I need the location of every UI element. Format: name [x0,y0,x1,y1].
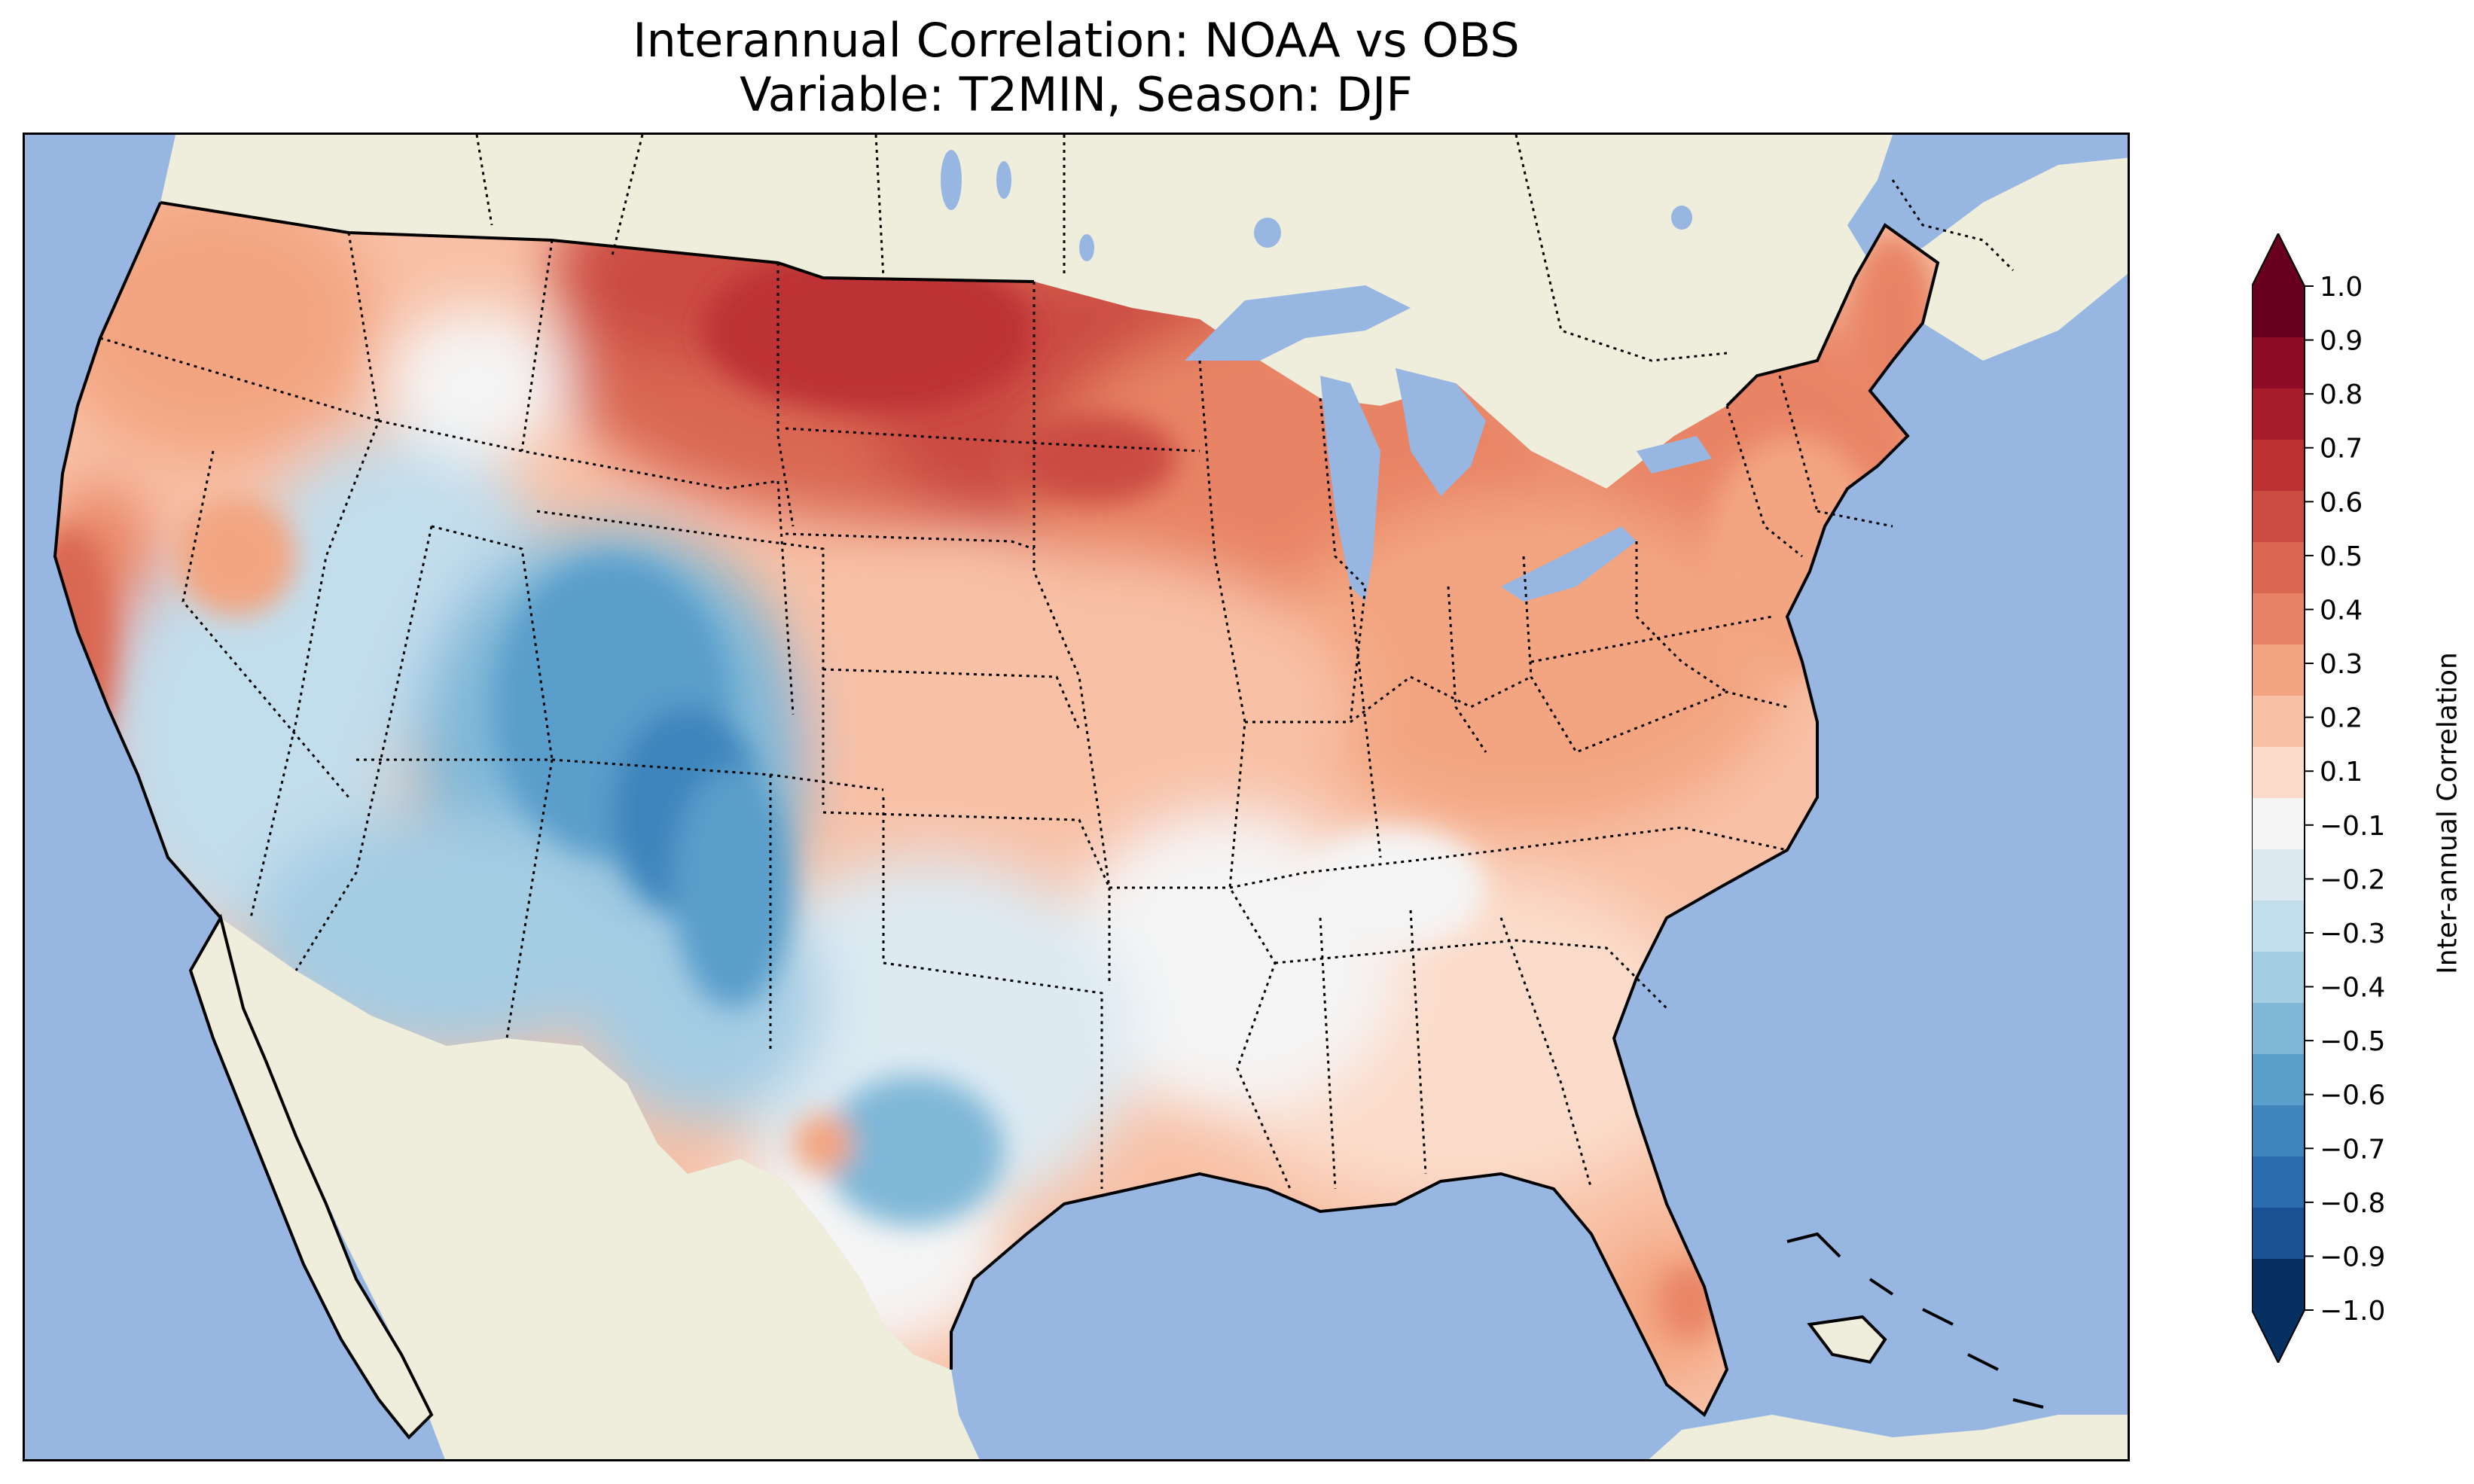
colorbar-tick-label: −0.6 [2320,1080,2385,1111]
conus-map [25,135,2128,1459]
colorbar-bin [2252,1259,2305,1311]
colorbar-bin [2252,542,2305,594]
chart-title: Interannual Correlation: NOAA vs OBS Var… [0,14,2152,122]
colorbar-tick-label: 0.8 [2320,379,2363,410]
colorbar-tick-label: −0.2 [2320,864,2385,895]
lake-erie [1501,526,1637,602]
baja-outline [188,913,434,1440]
colorbar-tick-label: 0.7 [2320,434,2363,465]
caribbean-islands [1786,1232,2044,1409]
canada-land [160,135,2128,489]
map-panel [23,133,2130,1461]
colorbar-bin [2252,1208,2305,1260]
lake-huron [1396,368,1486,496]
state-borders [99,232,1893,1190]
colorbar-bin [2252,1054,2305,1106]
colorbar-bin [2252,337,2305,389]
canada-lakes [941,150,1692,261]
lake-ontario [1637,436,1712,474]
colorbar-extend-bottom [2252,1310,2305,1363]
colorbar-tick-label: 0.1 [2320,757,2363,788]
colorbar-ticks: 1.0 0.9 0.8 0.7 0.6 0.5 0.4 0.3 0.2 0.1 −0.1 −0.2 −0… [2305,272,2385,1327]
great-lakes [1185,285,1712,602]
colorbar-bin [2252,849,2305,901]
colorbar-tick-label: −0.8 [2320,1188,2385,1219]
colorbar-tick-label: 0.6 [2320,487,2363,518]
colorbar-tick-label: 0.3 [2320,649,2363,680]
colorbar-bin [2252,491,2305,543]
colorbar-tick-label: −0.1 [2320,811,2385,842]
mexico-yucatan [1649,1415,2128,1459]
colorbar-tick-label: 0.2 [2320,703,2363,734]
conus-outline [53,201,1940,1418]
colorbar-extend-top [2252,233,2305,286]
colorbar-bin [2252,798,2305,850]
colorbar-label: Inter-annual Correlation [2432,652,2463,974]
lake-superior [1185,285,1411,361]
baja-california [191,918,432,1437]
title-line-1: Interannual Correlation: NOAA vs OBS [633,13,1520,68]
colorbar-bin [2252,900,2305,952]
colorbar-tick-label: 0.5 [2320,541,2363,572]
colorbar-bin [2252,696,2305,748]
colorbar-tick-label: −0.9 [2320,1242,2385,1272]
colorbar-bin [2252,593,2305,645]
colorbar-bin [2252,440,2305,492]
colorbar-tick-label: 1.0 [2320,272,2363,303]
colorbar-bin [2252,644,2305,696]
colorbar-bin [2252,952,2305,1004]
colorbar-tick-label: 0.4 [2320,595,2363,626]
colorbar-tick-label: −0.7 [2320,1134,2385,1165]
colorbar-bins [2252,286,2305,1311]
province-borders [475,135,2015,362]
colorbar-bin [2252,1003,2305,1055]
colorbar: 1.0 0.9 0.8 0.7 0.6 0.5 0.4 0.3 0.2 0.1 −0.1 −0.2 −0… [2252,233,2385,1363]
colorbar-tick-label: −0.4 [2320,973,2385,1004]
colorbar-tick-label: −1.0 [2320,1296,2385,1327]
colorbar-tick-label: −0.5 [2320,1026,2385,1057]
colorbar-bin [2252,389,2305,440]
colorbar-bin [2252,1156,2305,1208]
colorbar-bin [2252,286,2305,338]
lake-michigan [1320,376,1380,602]
colorbar-bin [2252,1105,2305,1157]
title-line-2: Variable: T2MIN, Season: DJF [740,67,1413,122]
mexico-land [221,918,980,1459]
colorbar-tick-label: 0.9 [2320,326,2363,357]
colorbar-outline [2252,233,2305,1363]
colorbar-bin [2252,747,2305,799]
colorbar-tick-label: −0.3 [2320,919,2385,949]
cuba-land [1810,1317,1885,1362]
